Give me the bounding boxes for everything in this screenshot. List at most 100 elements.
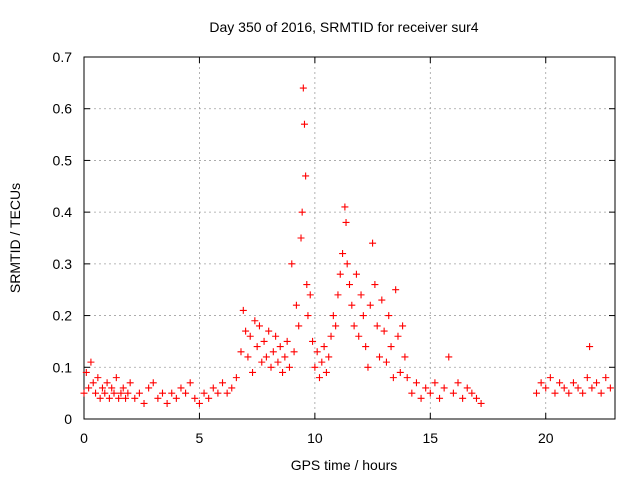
data-point (389, 374, 397, 382)
data-point (574, 384, 582, 392)
x-tick-label: 5 (196, 430, 204, 446)
chart-title: Day 350 of 2016, SRMTID for receiver sur… (209, 19, 478, 35)
data-point (359, 312, 367, 320)
data-point (219, 379, 227, 387)
data-point (339, 250, 347, 258)
x-tick-label: 0 (80, 430, 88, 446)
data-point (283, 337, 291, 345)
data-point (195, 399, 203, 407)
y-tick-label: 0.6 (53, 101, 73, 117)
data-point (85, 384, 93, 392)
data-point (177, 384, 185, 392)
data-point (158, 389, 166, 397)
data-point (325, 353, 333, 361)
data-point (290, 348, 298, 356)
data-point (449, 389, 457, 397)
y-tick-label: 0.7 (53, 49, 73, 65)
y-tick-label: 0.5 (53, 152, 73, 168)
data-point (119, 384, 127, 392)
data-point (602, 374, 610, 382)
data-point (122, 394, 130, 402)
data-point (101, 389, 109, 397)
data-point (376, 353, 384, 361)
y-tick-label: 0.4 (53, 204, 73, 220)
data-point (366, 301, 374, 309)
data-point (92, 389, 100, 397)
data-point (295, 322, 303, 330)
x-tick-label: 15 (423, 430, 439, 446)
data-point (288, 260, 296, 268)
data-point (112, 374, 120, 382)
data-point (318, 358, 326, 366)
data-point (265, 327, 273, 335)
data-point (373, 322, 381, 330)
data-point (98, 384, 106, 392)
data-point (200, 389, 208, 397)
data-point (272, 332, 280, 340)
data-point (117, 389, 125, 397)
data-point (583, 374, 591, 382)
data-point (445, 353, 453, 361)
data-point (440, 384, 448, 392)
data-point (362, 343, 370, 351)
data-point (334, 291, 342, 299)
data-point (408, 389, 416, 397)
data-point (297, 234, 305, 242)
data-point (80, 389, 88, 397)
data-point (357, 291, 365, 299)
data-point (94, 374, 102, 382)
data-point (298, 208, 306, 216)
data-point (371, 281, 379, 289)
data-point (182, 389, 190, 397)
data-point (246, 332, 254, 340)
y-tick-label: 0.1 (53, 359, 73, 375)
data-point (387, 343, 395, 351)
data-point (382, 358, 390, 366)
data-point (355, 332, 363, 340)
data-point (342, 218, 350, 226)
data-point (228, 384, 236, 392)
data-point (426, 389, 434, 397)
data-point (304, 312, 312, 320)
data-point (269, 348, 277, 356)
data-point (135, 389, 143, 397)
data-point (154, 394, 162, 402)
data-point (260, 337, 268, 345)
data-point (322, 368, 330, 376)
data-point (172, 394, 180, 402)
data-point (369, 239, 377, 247)
data-point (115, 394, 123, 402)
data-point (385, 312, 393, 320)
data-point (253, 343, 261, 351)
data-point (168, 389, 176, 397)
data-point (145, 384, 153, 392)
data-point (281, 353, 289, 361)
data-point (232, 374, 240, 382)
data-point (82, 368, 90, 376)
data-point (551, 389, 559, 397)
data-point (186, 379, 194, 387)
data-point (417, 394, 425, 402)
data-point (468, 389, 476, 397)
data-point (350, 322, 358, 330)
data-point (332, 322, 340, 330)
data-point (431, 379, 439, 387)
x-axis-label: GPS time / hours (291, 457, 398, 473)
data-point (302, 172, 310, 180)
data-point (205, 394, 213, 402)
data-point (126, 379, 134, 387)
data-point (560, 384, 568, 392)
data-point (463, 384, 471, 392)
data-point (292, 301, 300, 309)
data-point (285, 363, 293, 371)
data-point (191, 394, 199, 402)
data-point (103, 379, 111, 387)
data-point (454, 379, 462, 387)
data-point (267, 363, 275, 371)
data-point (108, 384, 116, 392)
data-point (320, 343, 328, 351)
x-tick-label: 20 (538, 430, 554, 446)
data-point (472, 394, 480, 402)
data-point (579, 389, 587, 397)
data-point (262, 353, 270, 361)
